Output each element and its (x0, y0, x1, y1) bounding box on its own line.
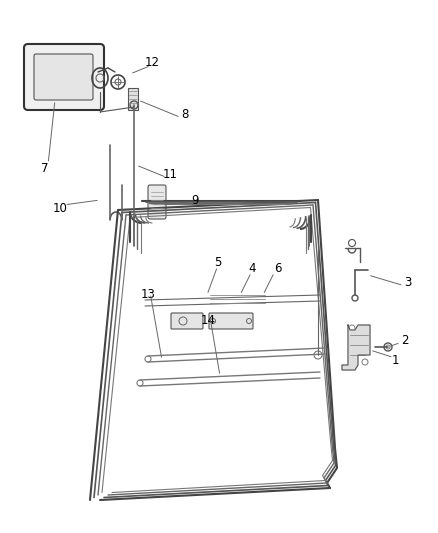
FancyBboxPatch shape (148, 185, 166, 219)
Text: 1: 1 (391, 353, 399, 367)
Text: 9: 9 (191, 193, 199, 206)
FancyBboxPatch shape (24, 44, 104, 110)
Text: 11: 11 (162, 168, 177, 182)
Text: 6: 6 (274, 262, 282, 274)
Text: 14: 14 (201, 313, 215, 327)
FancyBboxPatch shape (34, 54, 93, 100)
FancyBboxPatch shape (171, 313, 203, 329)
Polygon shape (342, 325, 370, 370)
Text: 12: 12 (145, 55, 159, 69)
FancyBboxPatch shape (209, 313, 253, 329)
Text: 8: 8 (181, 109, 189, 122)
Text: 3: 3 (404, 277, 412, 289)
Text: 4: 4 (248, 262, 256, 274)
Text: 13: 13 (141, 288, 155, 302)
Text: 2: 2 (401, 334, 409, 346)
Text: 10: 10 (53, 201, 67, 214)
FancyBboxPatch shape (128, 88, 138, 110)
Text: 5: 5 (214, 255, 222, 269)
Text: 7: 7 (41, 161, 49, 174)
